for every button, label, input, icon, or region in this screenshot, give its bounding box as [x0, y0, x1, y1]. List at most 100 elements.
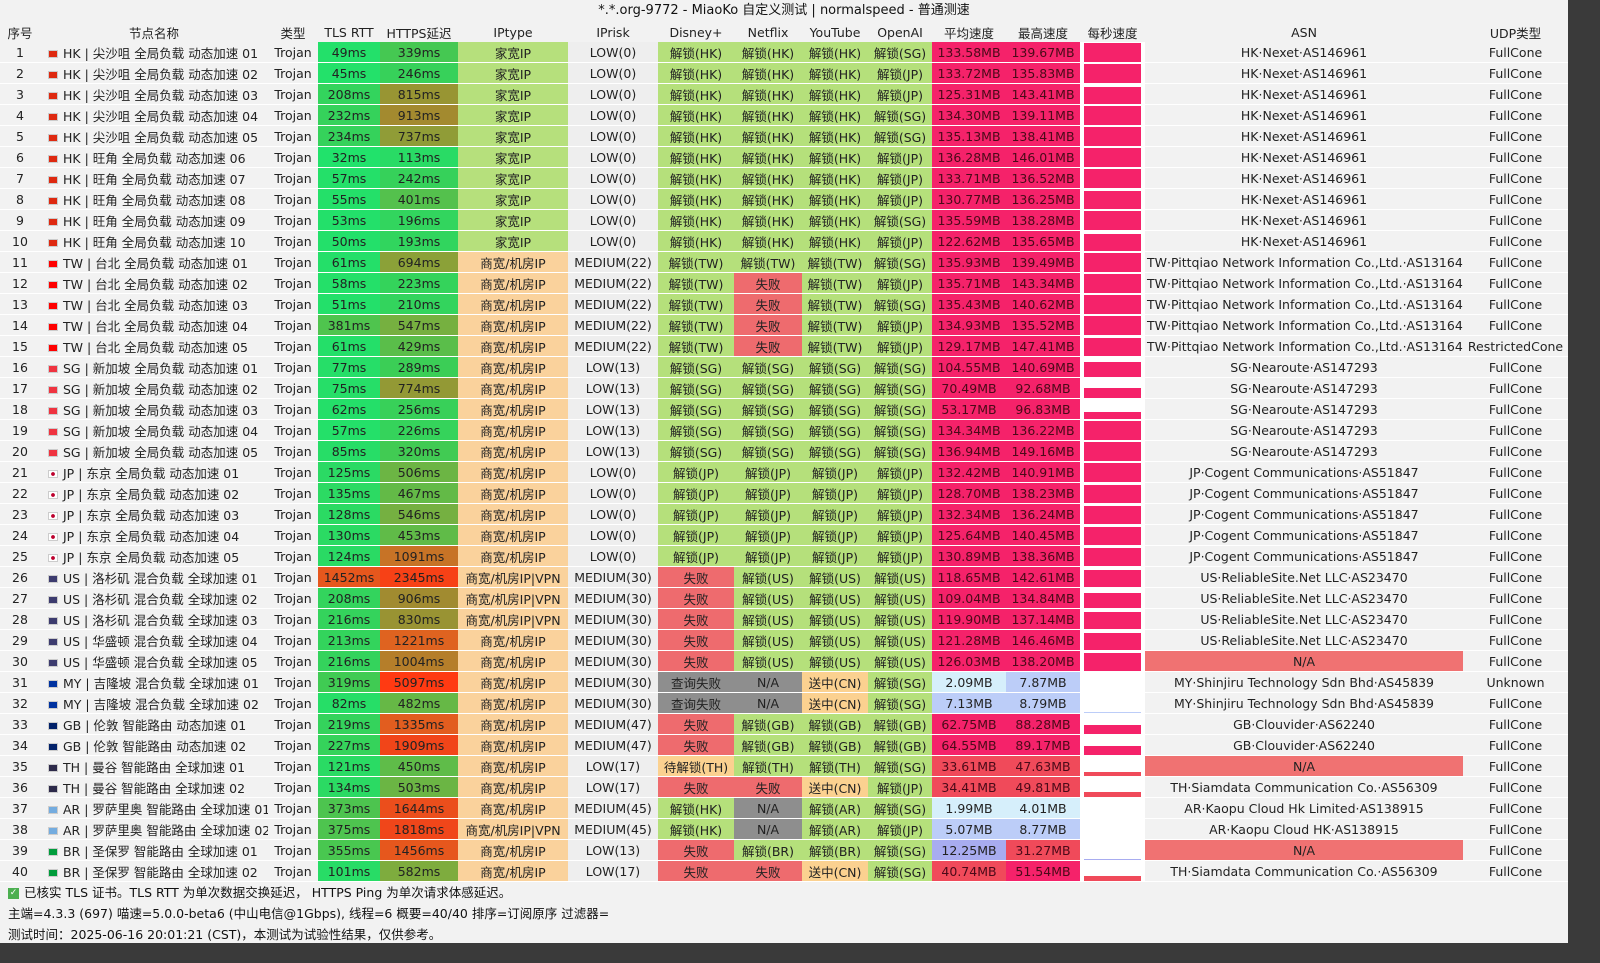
cell-netflix: 失败 — [734, 335, 802, 358]
cell-netflix: 解锁(US) — [734, 566, 802, 589]
table-row[interactable]: 26 US | 洛杉矶 混合负载 全球加速 01 Trojan 1452ms 2345m… — [0, 566, 1568, 589]
cell-index: 27 — [0, 587, 40, 610]
cell-iprisk: MEDIUM(47) — [568, 734, 658, 757]
table-row[interactable]: 5 HK | 尖沙咀 全局负载 动态加速 05 Trojan 234ms 737ms 家宽… — [0, 125, 1568, 148]
table-row[interactable]: 1 HK | 尖沙咀 全局负载 动态加速 01 Trojan 49ms 339ms 家宽I… — [0, 42, 1568, 64]
cell-node-name: HK | 尖沙咀 全局负载 动态加速 02 — [40, 62, 268, 85]
table-row[interactable]: 19 SG | 新加坡 全局负载 动态加速 04 Trojan 57ms 226ms 商宽… — [0, 419, 1568, 442]
speed-sparkline-bar — [1084, 441, 1141, 461]
cell-avg-speed: 104.55MB — [932, 356, 1006, 379]
table-row[interactable]: 22 JP | 东京 全局负载 动态加速 02 Trojan 135ms 467ms 商宽… — [0, 482, 1568, 505]
cell-avg-speed: 128.70MB — [932, 482, 1006, 505]
table-row[interactable]: 23 JP | 东京 全局负载 动态加速 03 Trojan 128ms 546ms 商宽… — [0, 503, 1568, 526]
table-row[interactable]: 8 HK | 旺角 全局负载 动态加速 08 Trojan 55ms 401ms 家宽IP… — [0, 188, 1568, 211]
cell-per-second-speed — [1080, 356, 1145, 379]
cell-openai: 解锁(SG) — [868, 104, 932, 127]
table-row[interactable]: 34 GB | 伦敦 智能路由 动态加速 02 Trojan 227ms 1909ms 商… — [0, 734, 1568, 757]
cell-iptype: 商宽/机房IP|VPN — [458, 566, 568, 589]
cell-https-latency: 193ms — [380, 230, 458, 253]
cell-index: 17 — [0, 377, 40, 400]
cell-iptype: 商宽/机房IP — [458, 797, 568, 820]
cell-per-second-speed — [1080, 314, 1145, 337]
cell-node-name: HK | 旺角 全局负载 动态加速 09 — [40, 209, 268, 232]
cell-https-latency: 223ms — [380, 272, 458, 295]
table-row[interactable]: 9 HK | 旺角 全局负载 动态加速 09 Trojan 53ms 196ms 家宽IP… — [0, 209, 1568, 232]
table-row[interactable]: 31 MY | 吉隆坡 混合负载 全球加速 01 Trojan 319ms 5097ms… — [0, 671, 1568, 694]
table-row[interactable]: 30 US | 华盛顿 混合负载 全球加速 05 Trojan 216ms 1004ms… — [0, 650, 1568, 673]
cell-per-second-speed: GB·Clouvider·AS62240 — [1145, 713, 1463, 736]
table-row[interactable]: 37 AR | 罗萨里奥 智能路由 全球加速 01 Trojan 373ms 1644m… — [0, 797, 1568, 820]
cell-iprisk: LOW(17) — [568, 860, 658, 883]
table-row[interactable]: 2 HK | 尖沙咀 全局负载 动态加速 02 Trojan 45ms 246ms 家宽I… — [0, 62, 1568, 85]
cell-youtube: 解锁(TW) — [802, 293, 868, 316]
table-row[interactable]: 7 HK | 旺角 全局负载 动态加速 07 Trojan 57ms 242ms 家宽IP… — [0, 167, 1568, 190]
table-row[interactable]: 12 TW | 台北 全局负载 动态加速 02 Trojan 58ms 223ms 商宽/… — [0, 272, 1568, 295]
table-row[interactable]: 15 TW | 台北 全局负载 动态加速 05 Trojan 61ms 429ms 商宽/… — [0, 335, 1568, 358]
table-row[interactable]: 3 HK | 尖沙咀 全局负载 动态加速 03 Trojan 208ms 815ms 家宽… — [0, 83, 1568, 106]
table-row[interactable]: 6 HK | 旺角 全局负载 动态加速 06 Trojan 32ms 113ms 家宽IP… — [0, 146, 1568, 169]
cell-youtube: 解锁(HK) — [802, 167, 868, 190]
header-index: 序号 — [7, 25, 33, 41]
table-row[interactable]: 17 SG | 新加坡 全局负载 动态加速 02 Trojan 75ms 774ms 商宽… — [0, 377, 1568, 400]
table-row[interactable]: 39 BR | 圣保罗 智能路由 全球加速 01 Trojan 355ms 1456ms… — [0, 839, 1568, 862]
cell-youtube: 解锁(TW) — [802, 314, 868, 337]
cell-https-latency: 113ms — [380, 146, 458, 169]
cell-avg-speed: 1.99MB — [932, 797, 1006, 820]
table-row[interactable]: 10 HK | 旺角 全局负载 动态加速 10 Trojan 50ms 193ms 家宽I… — [0, 230, 1568, 253]
table-row[interactable]: 29 US | 华盛顿 混合负载 全球加速 04 Trojan 213ms 1221ms… — [0, 629, 1568, 652]
cell-tls-rtt: 45ms — [318, 62, 380, 85]
cell-netflix: 解锁(HK) — [734, 146, 802, 169]
table-row[interactable]: 16 SG | 新加坡 全局负载 动态加速 01 Trojan 77ms 289ms 商宽… — [0, 356, 1568, 379]
table-row[interactable]: 36 TH | 曼谷 智能路由 全球加速 02 Trojan 134ms 503ms 商宽… — [0, 776, 1568, 799]
cell-iptype: 商宽/机房IP — [458, 482, 568, 505]
flag-tw-icon — [48, 302, 58, 311]
cell-avg-speed: 130.77MB — [932, 188, 1006, 211]
cell-node-name: AR | 罗萨里奥 智能路由 全球加速 01 — [40, 797, 268, 820]
cell-index: 19 — [0, 419, 40, 442]
cell-iprisk: MEDIUM(22) — [568, 335, 658, 358]
node-name-text: HK | 尖沙咀 全局负载 动态加速 01 — [63, 45, 259, 61]
flag-jp-icon — [48, 554, 58, 563]
cell-avg-speed: 118.65MB — [932, 566, 1006, 589]
table-row[interactable]: 18 SG | 新加坡 全局负载 动态加速 03 Trojan 62ms 256ms 商宽… — [0, 398, 1568, 421]
cell-tls-rtt: 57ms — [318, 167, 380, 190]
cell-youtube: 解锁(HK) — [802, 146, 868, 169]
table-row[interactable]: 13 TW | 台北 全局负载 动态加速 03 Trojan 51ms 210ms 商宽/… — [0, 293, 1568, 316]
cell-type: Trojan — [268, 461, 318, 484]
table-row[interactable]: 21 JP | 东京 全局负载 动态加速 01 Trojan 125ms 506ms 商宽… — [0, 461, 1568, 484]
cell-index: 20 — [0, 440, 40, 463]
table-row[interactable]: 11 TW | 台北 全局负载 动态加速 01 Trojan 61ms 694ms 商宽/… — [0, 251, 1568, 274]
table-row[interactable]: 25 JP | 东京 全局负载 动态加速 05 Trojan 124ms 1091ms 商… — [0, 545, 1568, 568]
cell-https-latency: 289ms — [380, 356, 458, 379]
table-row[interactable]: 38 AR | 罗萨里奥 智能路由 全球加速 02 Trojan 375ms 1818m… — [0, 818, 1568, 841]
cell-per-second-speed: MY·Shinjiru Technology Sdn Bhd·AS45839 — [1145, 671, 1463, 694]
table-row[interactable]: 40 BR | 圣保罗 智能路由 全球加速 02 Trojan 101ms 582ms 商… — [0, 860, 1568, 883]
cell-youtube: 解锁(TW) — [802, 272, 868, 295]
report-title: *.*.org-9772 - MiaoKo 自定义测试 | normalspee… — [598, 3, 970, 18]
cell-openai: 解锁(US) — [868, 650, 932, 673]
table-row[interactable]: 20 SG | 新加坡 全局负载 动态加速 05 Trojan 85ms 320ms 商宽… — [0, 440, 1568, 463]
flag-jp-icon — [48, 491, 58, 500]
cell-per-second-speed: N/A — [1145, 650, 1463, 673]
table-row[interactable]: 33 GB | 伦敦 智能路由 动态加速 01 Trojan 219ms 1335ms 商… — [0, 713, 1568, 736]
cell-netflix: 解锁(US) — [734, 587, 802, 610]
cell-per-second-speed — [1080, 503, 1145, 526]
table-row[interactable]: 35 TH | 曼谷 智能路由 全球加速 01 Trojan 121ms 450ms 商宽… — [0, 755, 1568, 778]
cell-type: Trojan — [268, 818, 318, 841]
cell-per-second-speed — [1080, 566, 1145, 589]
table-row[interactable]: 4 HK | 尖沙咀 全局负载 动态加速 04 Trojan 232ms 913ms 家宽… — [0, 104, 1568, 127]
table-row[interactable]: 24 JP | 东京 全局负载 动态加速 04 Trojan 130ms 453ms 商宽… — [0, 524, 1568, 547]
table-row[interactable]: 14 TW | 台北 全局负载 动态加速 04 Trojan 381ms 547ms 商宽… — [0, 314, 1568, 337]
table-row[interactable]: 28 US | 洛杉矶 混合负载 全球加速 03 Trojan 216ms 830ms 商… — [0, 608, 1568, 631]
table-row[interactable]: 27 US | 洛杉矶 混合负载 全球加速 02 Trojan 208ms 906ms 商… — [0, 587, 1568, 610]
cell-max-speed: 135.52MB — [1006, 314, 1080, 337]
cell-netflix: 失败 — [734, 314, 802, 337]
header-per-second-speed: 每秒速度 — [1087, 25, 1138, 41]
header-max-speed: 最高速度 — [1017, 25, 1068, 41]
cell-iptype: 商宽/机房IP — [458, 545, 568, 568]
node-name-text: JP | 东京 全局负载 动态加速 03 — [63, 507, 240, 523]
table-row[interactable]: 32 MY | 吉隆坡 混合负载 全球加速 02 Trojan 82ms 482ms 商宽… — [0, 692, 1568, 715]
cell-tls-rtt: 234ms — [318, 125, 380, 148]
cell-openai: 解锁(JP) — [868, 188, 932, 211]
cell-openai: 解锁(SG) — [868, 377, 932, 400]
